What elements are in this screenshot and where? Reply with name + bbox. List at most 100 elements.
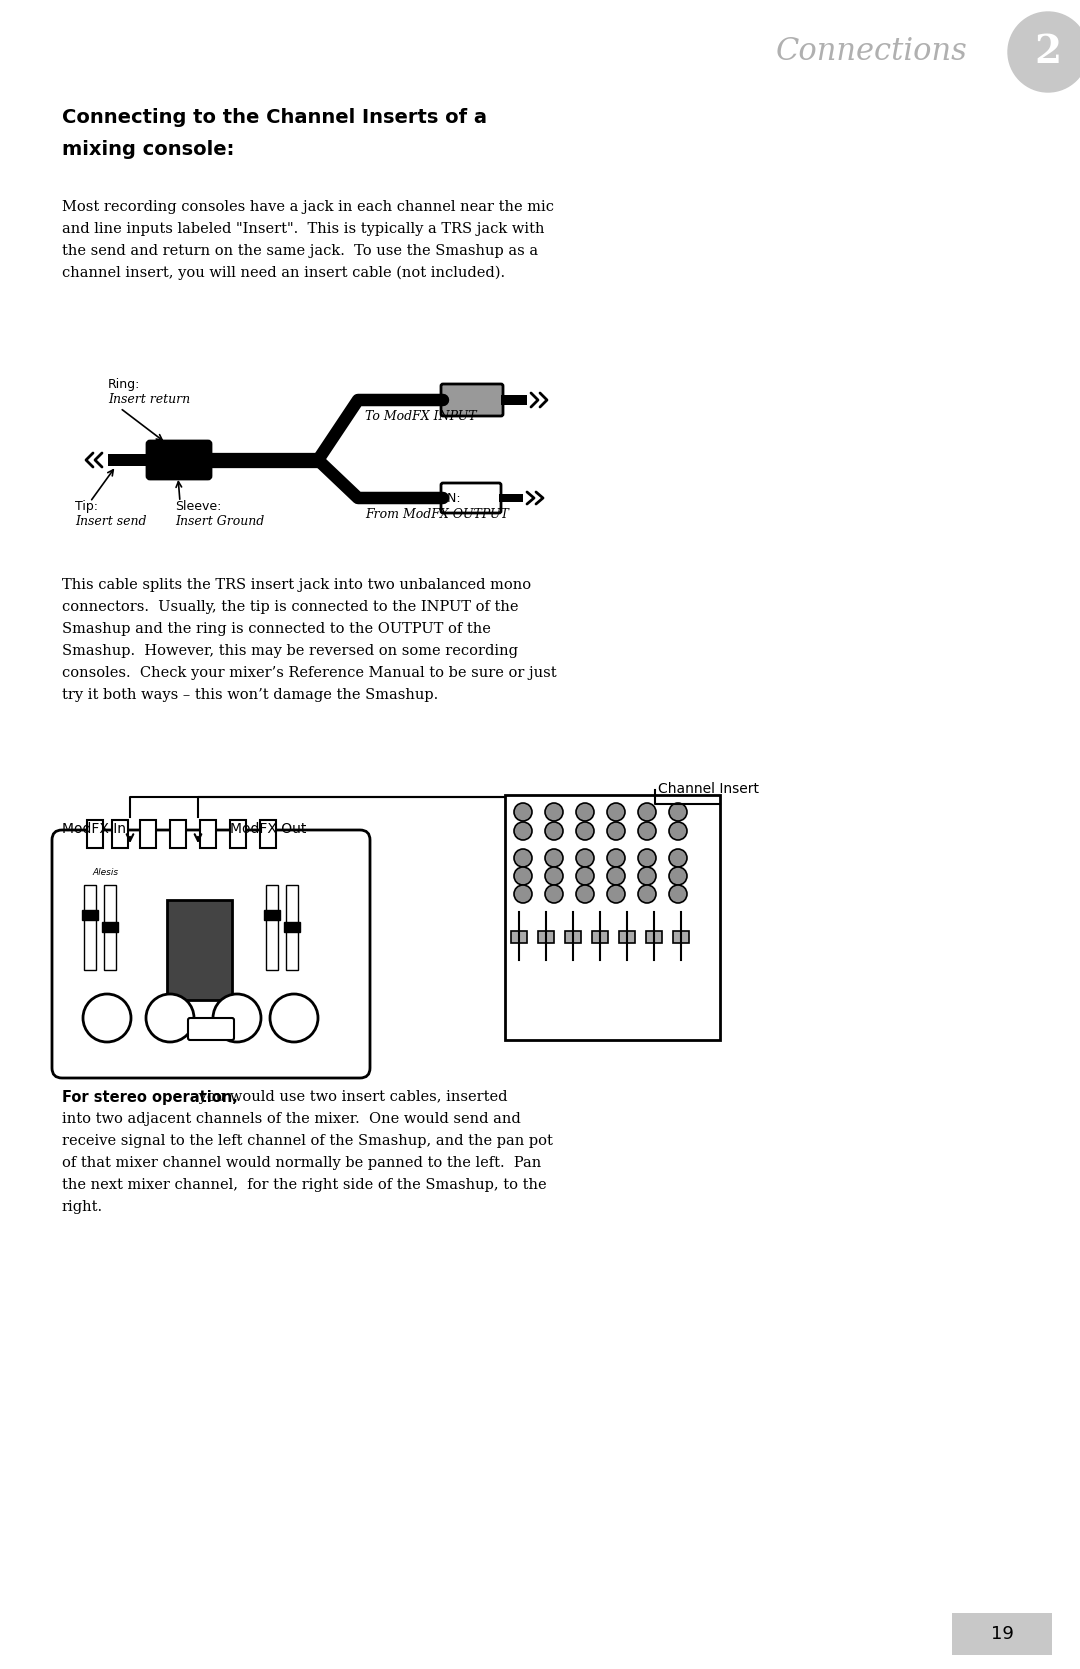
FancyBboxPatch shape [52,829,370,1078]
Text: ModFX Out: ModFX Out [230,823,307,836]
Circle shape [607,885,625,903]
Circle shape [669,803,687,821]
Circle shape [669,850,687,866]
Text: of that mixer channel would normally be panned to the left.  Pan: of that mixer channel would normally be … [62,1157,541,1170]
Bar [167,900,232,1000]
Bar [170,819,186,848]
Bar [108,454,150,466]
Circle shape [638,803,656,821]
Text: 2: 2 [1035,33,1062,72]
Circle shape [514,803,532,821]
Circle shape [638,823,656,840]
Circle shape [607,823,625,840]
Circle shape [669,866,687,885]
FancyBboxPatch shape [441,384,503,416]
Circle shape [545,823,563,840]
Text: This cable splits the TRS insert jack into two unbalanced mono: This cable splits the TRS insert jack in… [62,577,531,592]
Circle shape [607,850,625,866]
Text: Insert return: Insert return [108,392,190,406]
Circle shape [607,866,625,885]
Bar [84,885,96,970]
Circle shape [514,885,532,903]
Circle shape [545,885,563,903]
Bar [619,931,635,943]
Bar [140,819,156,848]
FancyBboxPatch shape [188,1018,234,1040]
Bar [538,931,554,943]
Circle shape [514,866,532,885]
Bar [200,819,216,848]
Circle shape [1008,12,1080,92]
Text: Insert SEND:: Insert SEND: [365,396,444,407]
Text: From ModFX OUTPUT: From ModFX OUTPUT [365,507,509,521]
Bar [104,885,116,970]
Text: Most recording consoles have a jack in each channel near the mic: Most recording consoles have a jack in e… [62,200,554,214]
Text: Insert RETURN:: Insert RETURN: [365,492,461,506]
Text: into two adjacent channels of the mixer.  One would send and: into two adjacent channels of the mixer.… [62,1112,521,1127]
Circle shape [576,866,594,885]
Circle shape [638,885,656,903]
Bar [511,931,527,943]
Text: Connections: Connections [777,37,968,67]
Circle shape [514,823,532,840]
Text: Connecting to the Channel Inserts of a: Connecting to the Channel Inserts of a [62,108,487,127]
Circle shape [545,803,563,821]
Text: Smashup.  However, this may be reversed on some recording: Smashup. However, this may be reversed o… [62,644,518,658]
Bar [260,819,276,848]
Text: right.: right. [62,1200,103,1213]
Circle shape [638,850,656,866]
FancyBboxPatch shape [441,482,501,512]
Bar [284,921,300,931]
Bar [82,910,98,920]
Text: try it both ways – this won’t damage the Smashup.: try it both ways – this won’t damage the… [62,688,438,703]
Bar [501,396,527,406]
Text: Sleeve:: Sleeve: [175,501,221,512]
Bar [102,921,118,931]
Text: connectors.  Usually, the tip is connected to the INPUT of the: connectors. Usually, the tip is connecte… [62,599,518,614]
Circle shape [545,866,563,885]
Circle shape [607,803,625,821]
Bar [951,1612,1052,1656]
Text: Alesis: Alesis [92,868,118,876]
Circle shape [576,803,594,821]
Text: mixing console:: mixing console: [62,140,234,159]
Bar [286,885,298,970]
Text: Insert Ground: Insert Ground [175,516,265,527]
Circle shape [146,995,194,1041]
Bar [499,494,523,502]
Circle shape [514,850,532,866]
Text: Tip:: Tip: [75,501,98,512]
Text: To ModFX INPUT: To ModFX INPUT [365,411,476,422]
Bar [565,931,581,943]
Bar [646,931,662,943]
Circle shape [545,850,563,866]
Bar [266,885,278,970]
Circle shape [83,995,131,1041]
Text: Insert send: Insert send [75,516,147,527]
Circle shape [270,995,318,1041]
Circle shape [638,866,656,885]
Circle shape [576,885,594,903]
Text: 19: 19 [990,1626,1013,1642]
Circle shape [669,823,687,840]
Text: Smashup and the ring is connected to the OUTPUT of the: Smashup and the ring is connected to the… [62,623,491,636]
Text: ModFX In: ModFX In [62,823,126,836]
Text: and line inputs labeled "Insert".  This is typically a TRS jack with: and line inputs labeled "Insert". This i… [62,222,544,235]
Text: For stereo operation,: For stereo operation, [62,1090,238,1105]
Text: the send and return on the same jack.  To use the Smashup as a: the send and return on the same jack. To… [62,244,538,259]
Text: Channel Insert: Channel Insert [658,783,759,796]
Circle shape [669,885,687,903]
Circle shape [576,850,594,866]
Text: the next mixer channel,  for the right side of the Smashup, to the: the next mixer channel, for the right si… [62,1178,546,1192]
Bar [264,910,280,920]
Circle shape [576,823,594,840]
Text: receive signal to the left channel of the Smashup, and the pan pot: receive signal to the left channel of th… [62,1133,553,1148]
Text: consoles.  Check your mixer’s Reference Manual to be sure or just: consoles. Check your mixer’s Reference M… [62,666,556,679]
Bar [230,819,246,848]
Circle shape [213,995,261,1041]
Bar [505,794,720,1040]
Bar [592,931,608,943]
Bar [673,931,689,943]
Bar [112,819,129,848]
FancyBboxPatch shape [147,441,211,479]
